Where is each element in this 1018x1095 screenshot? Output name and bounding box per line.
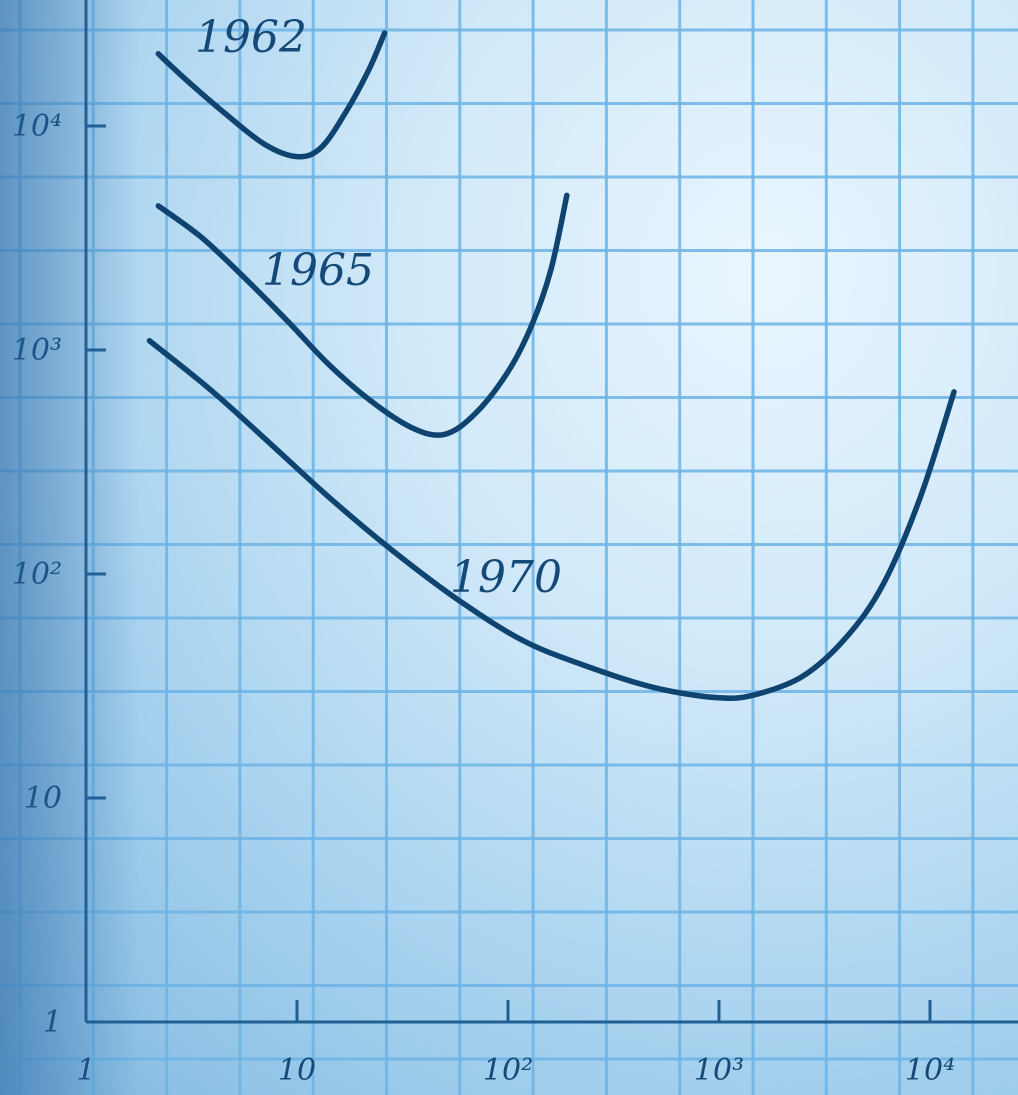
x-tick-label-4: 10⁴ [905, 1053, 955, 1088]
axes [86, 0, 1018, 1022]
series-label-1970: 1970 [450, 552, 562, 603]
x-tick-label-2: 10² [483, 1053, 533, 1088]
series-label-1965: 1965 [262, 245, 374, 296]
labels: 1962 1965 1970 [195, 12, 562, 603]
series-label-1962: 1962 [195, 12, 307, 63]
y-tick-label-1: 10 [24, 781, 62, 816]
x-tick-label-0: 1 [76, 1053, 95, 1088]
y-tick-label-3: 10³ [12, 333, 62, 368]
series-line-1970 [150, 341, 955, 699]
y-tick-label-4: 10⁴ [12, 109, 62, 144]
x-tick-label-1: 10 [278, 1053, 316, 1088]
y-tick-label-2: 10² [12, 557, 62, 592]
y-tick-label-0: 1 [43, 1005, 62, 1040]
x-tick-label-3: 10³ [694, 1053, 744, 1088]
